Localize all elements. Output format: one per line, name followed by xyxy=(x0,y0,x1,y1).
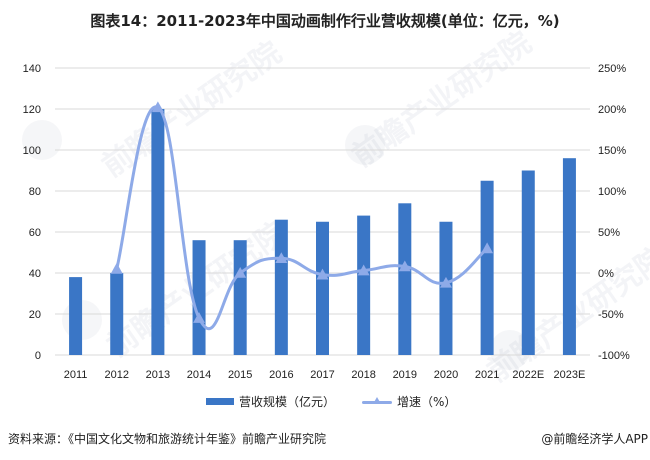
bar-2016[interactable] xyxy=(274,219,288,355)
right-axis-tick: 200% xyxy=(598,104,626,116)
triangle-marker-icon[interactable] xyxy=(234,267,247,278)
legend-item-growth[interactable]: 增速（%） xyxy=(362,393,456,410)
triangle-marker-icon[interactable] xyxy=(193,312,206,323)
x-axis-tick: 2011 xyxy=(64,369,88,381)
x-axis-tick: 2012 xyxy=(104,369,128,381)
right-axis-tick: 0% xyxy=(598,268,614,280)
bar-2021[interactable] xyxy=(480,180,494,355)
bar-2019[interactable] xyxy=(398,203,412,355)
left-axis-tick: 120 xyxy=(23,104,41,116)
right-axis-tick: -100% xyxy=(598,350,630,362)
right-axis-tick: 100% xyxy=(598,186,626,198)
source-note: 资料来源：《中国文化文物和旅游统计年鉴》前瞻产业研究院 xyxy=(8,432,327,446)
growth-line xyxy=(115,105,489,330)
triangle-marker-icon[interactable] xyxy=(151,101,164,113)
left-axis-tick: 20 xyxy=(29,309,41,321)
right-axis-tick: 50% xyxy=(598,227,620,239)
triangle-marker-icon[interactable] xyxy=(357,264,370,276)
left-axis-tick: 140 xyxy=(23,63,41,75)
x-axis-tick: 2016 xyxy=(269,369,293,381)
bar-2011[interactable] xyxy=(69,277,83,355)
triangle-marker-icon[interactable] xyxy=(110,262,123,274)
x-axis-tick: 2013 xyxy=(146,369,170,381)
right-axis-tick: 250% xyxy=(598,63,626,75)
left-axis-tick: 60 xyxy=(29,227,41,239)
triangle-marker-icon[interactable] xyxy=(398,260,411,272)
x-axis-tick: 2019 xyxy=(393,369,417,381)
right-axis-tick: 150% xyxy=(598,145,626,157)
bar-2018[interactable] xyxy=(357,215,371,355)
x-axis-tick: 2023E xyxy=(554,369,586,381)
bar-2012[interactable] xyxy=(110,273,124,355)
bar-2013[interactable] xyxy=(151,109,165,355)
x-axis-tick: 2015 xyxy=(228,369,252,381)
triangle-marker-icon[interactable] xyxy=(275,252,288,264)
bar-2017[interactable] xyxy=(316,221,329,355)
x-axis-tick: 2022E xyxy=(512,369,544,381)
bar-2014[interactable] xyxy=(192,240,206,355)
x-axis-tick: 2018 xyxy=(351,369,375,381)
left-axis-tick: 100 xyxy=(23,145,41,157)
legend-label-growth: 增速（%） xyxy=(397,395,457,409)
x-axis-tick: 2017 xyxy=(310,369,334,381)
credit-note: @前瞻经济学人APP xyxy=(541,432,648,446)
x-axis-tick: 2020 xyxy=(434,369,458,381)
chart-title: 图表14：2011-2023年中国动画制作行业营收规模(单位：亿元，%) xyxy=(90,12,560,30)
x-axis-tick: 2021 xyxy=(475,369,499,381)
left-axis-tick: 80 xyxy=(29,186,41,198)
left-axis-tick: 40 xyxy=(29,268,41,280)
x-axis-tick: 2014 xyxy=(187,369,211,381)
legend-item-revenue[interactable]: 营收规模（亿元） xyxy=(206,393,335,410)
combo-chart: 0 20 40 60 80 100 120 140 -100% -50% 0% 50% 100% 150%… xyxy=(23,63,630,381)
line-triangle-swatch-icon xyxy=(362,396,392,408)
bar-2020[interactable] xyxy=(439,221,453,355)
legend: 营收规模（亿元） 增速（%） xyxy=(0,393,650,409)
bar-2022E[interactable] xyxy=(521,170,535,356)
triangle-marker-icon[interactable] xyxy=(481,242,494,254)
bar-swatch-icon xyxy=(206,398,234,405)
left-axis-tick: 0 xyxy=(35,350,41,362)
bar-2023E[interactable] xyxy=(562,158,576,355)
right-axis-tick: -50% xyxy=(598,309,624,321)
triangle-marker-icon[interactable] xyxy=(316,268,329,280)
legend-label-revenue: 营收规模（亿元） xyxy=(239,395,336,409)
bar-2015[interactable] xyxy=(233,240,247,355)
triangle-marker-icon[interactable] xyxy=(439,276,452,288)
